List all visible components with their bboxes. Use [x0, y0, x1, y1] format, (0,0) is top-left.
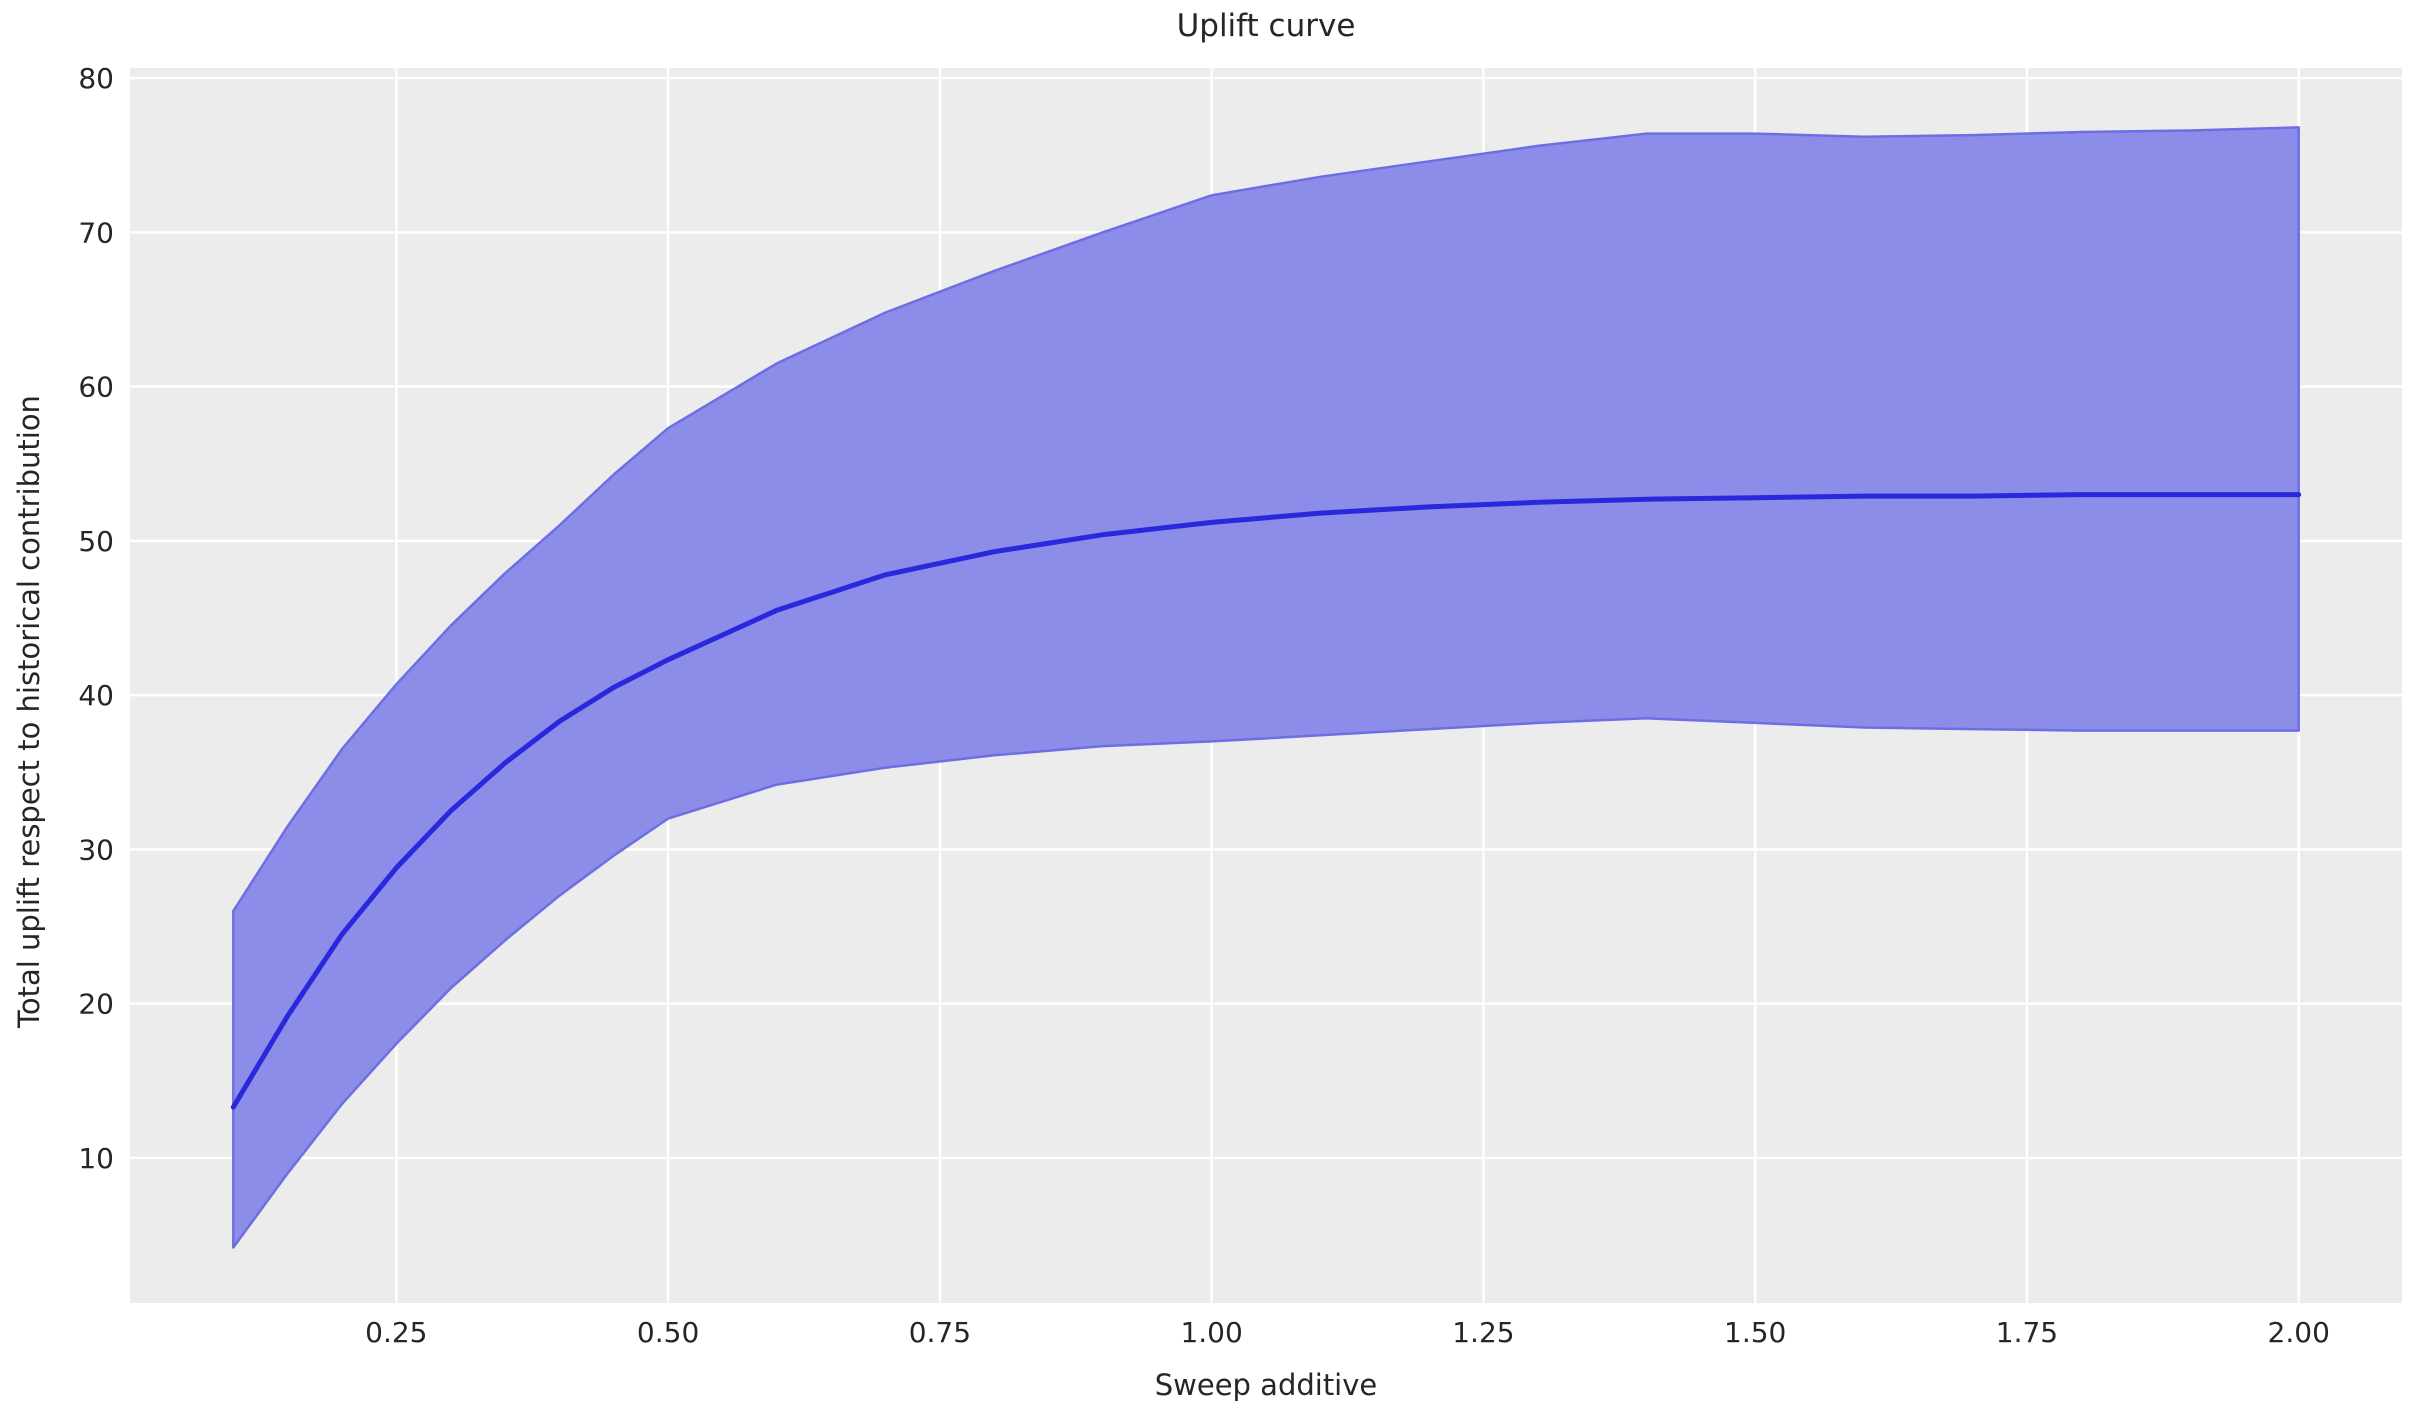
y-tick-label: 60	[78, 371, 114, 404]
y-axis-label: Total uplift respect to historical contr…	[12, 395, 46, 1028]
confidence-band	[232, 126, 2300, 1249]
x-tick-label: 0.25	[365, 1316, 427, 1349]
y-tick-label: 40	[78, 679, 114, 712]
x-tick-label: 1.25	[1452, 1316, 1514, 1349]
y-tick-label: 70	[78, 216, 114, 249]
uplift-line	[230, 492, 2302, 1110]
x-tick-label: 0.50	[637, 1316, 699, 1349]
x-tick-label: 1.00	[1180, 1316, 1242, 1349]
y-tick-label: 20	[78, 988, 114, 1021]
y-tick-label: 30	[78, 833, 114, 866]
x-axis-label: Sweep additive	[1154, 1368, 1378, 1402]
y-tick-label: 80	[78, 62, 114, 95]
x-tick-label: 2.00	[2268, 1316, 2330, 1349]
chart-title: Uplift curve	[1176, 8, 1356, 44]
x-tick-label: 1.75	[1996, 1316, 2058, 1349]
y-tick-label: 10	[78, 1142, 114, 1175]
x-tick-label: 0.75	[909, 1316, 971, 1349]
y-tick-label: 50	[78, 525, 114, 558]
x-tick-label: 1.50	[1724, 1316, 1786, 1349]
